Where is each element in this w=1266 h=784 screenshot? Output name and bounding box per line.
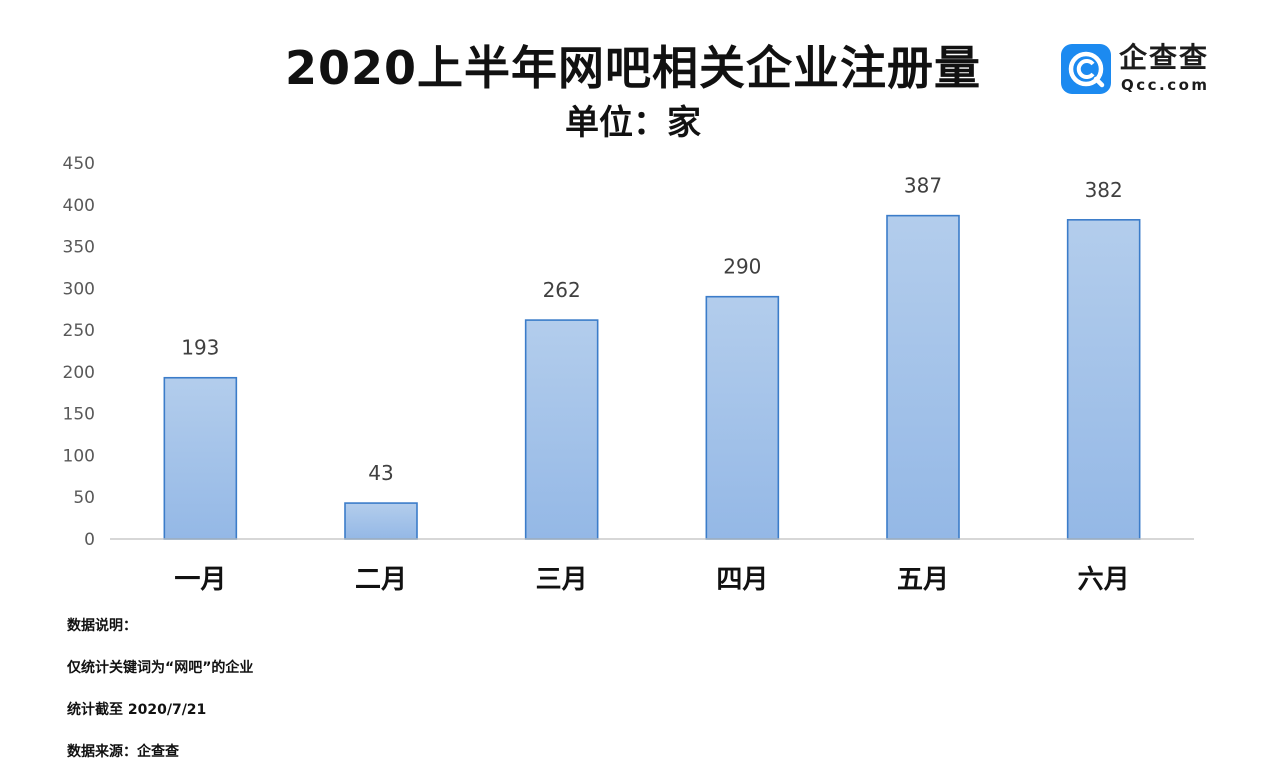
data-notes: 数据说明： 仅统计关键词为“网吧”的企业 统计截至 2020/7/21 数据来源… [67,612,253,780]
y-tick-label: 450 [63,154,95,174]
y-tick-label: 300 [63,279,95,299]
x-tick-label: 二月 [355,565,407,595]
bar [705,295,780,540]
y-tick-label: 200 [63,363,95,383]
x-tick-label: 六月 [1078,565,1130,595]
note-source: 数据来源：企查查 [67,744,179,760]
bar [886,214,960,540]
qcc-logo-icon [1061,44,1111,94]
brand-logo: 企查查 Qcc.com [1061,41,1231,98]
x-tick-label: 一月 [174,565,226,595]
x-tick-label: 四月 [716,565,768,595]
chart-title: 2020上半年网吧相关企业注册量 [284,41,982,95]
bar [344,502,418,540]
note-scope: 仅统计关键词为“网吧”的企业 [67,660,254,676]
data-label: 290 [723,255,761,279]
bar [163,376,238,540]
bar [524,319,599,540]
x-tick-label: 三月 [536,565,588,595]
data-label: 43 [368,461,393,485]
bar-chart: 0 50 100 150 200 250 300 350 400 450 193 43 262 290 3… [63,154,1194,595]
data-label: 262 [543,278,581,302]
y-tick-label: 400 [63,196,95,216]
note-date: 统计截至 2020/7/21 [67,702,207,718]
y-tick-label: 350 [63,238,95,258]
data-label: 382 [1085,178,1123,202]
y-tick-label: 250 [63,321,95,341]
data-label: 387 [904,174,942,198]
x-tick-label: 五月 [897,565,949,595]
note-heading: 数据说明： [67,618,137,634]
logo-name: 企查查 [1119,41,1210,74]
bar [1066,219,1141,540]
y-tick-label: 100 [63,446,95,466]
y-tick-label: 50 [73,488,95,508]
chart-subtitle: 单位：家 [565,103,701,143]
logo-domain: Qcc.com [1121,76,1210,94]
y-tick-label: 150 [63,405,95,425]
y-tick-label: 0 [84,530,95,550]
data-label: 193 [181,336,219,360]
